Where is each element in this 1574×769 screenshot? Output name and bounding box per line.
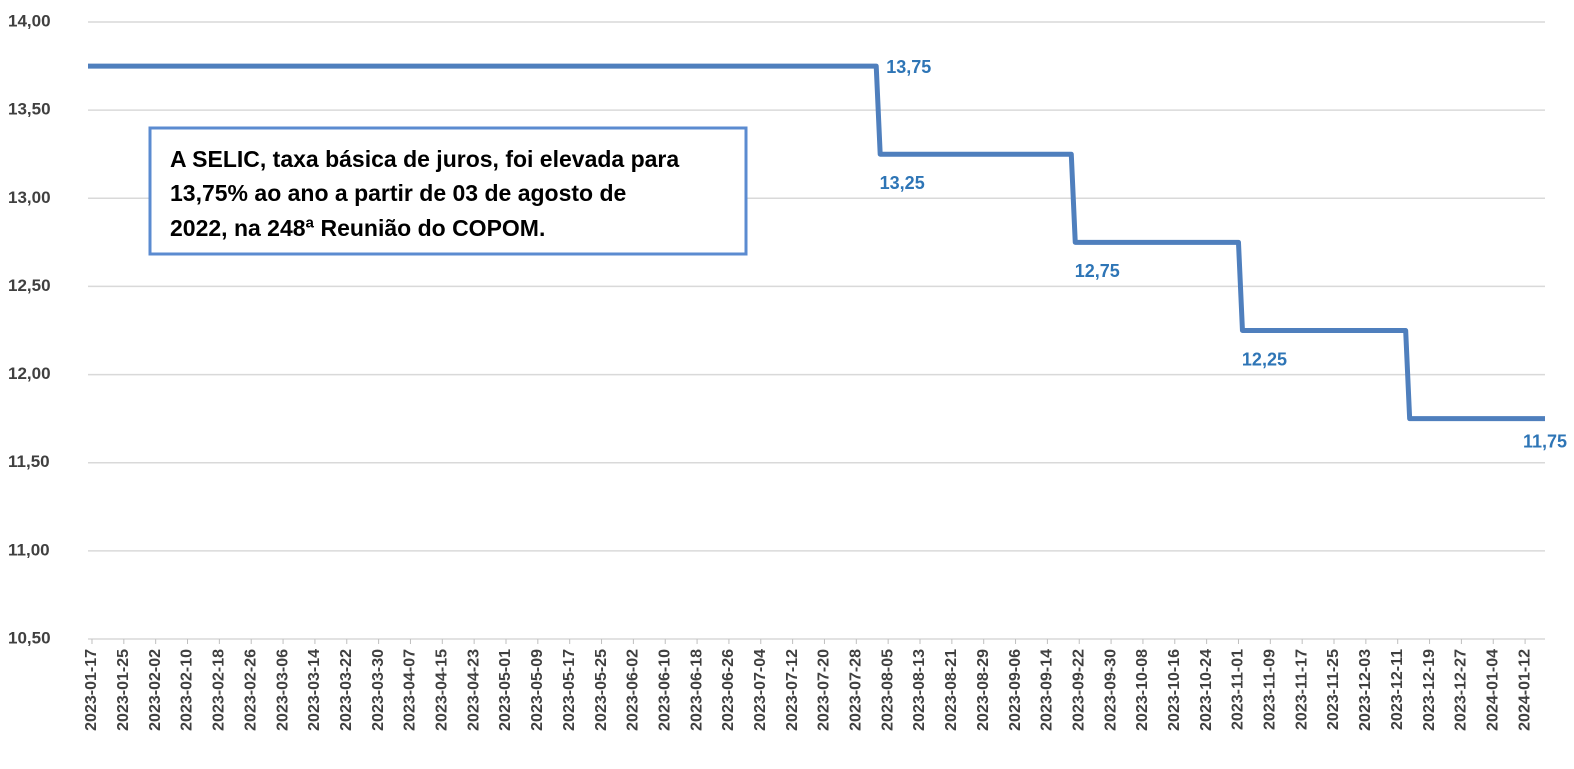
x-tick-label: 2023-10-24 — [1198, 649, 1215, 731]
x-tick-label: 2023-01-17 — [83, 649, 100, 731]
x-tick-label: 2023-03-22 — [338, 649, 355, 731]
data-label: 13,75 — [886, 57, 931, 77]
x-tick-label: 2023-11-25 — [1325, 649, 1342, 730]
x-tick-label: 2023-08-13 — [911, 649, 928, 731]
x-tick-label: 2023-11-17 — [1293, 649, 1310, 730]
x-tick-label: 2023-06-10 — [656, 649, 673, 731]
annotation-line: A SELIC, taxa básica de juros, foi eleva… — [170, 146, 679, 172]
y-tick-label: 12,50 — [8, 276, 51, 295]
x-tick-label: 2023-12-11 — [1389, 649, 1406, 730]
x-tick-label: 2023-04-23 — [465, 649, 482, 731]
x-tick-label: 2023-02-18 — [211, 649, 228, 731]
x-tick-label: 2023-02-26 — [242, 649, 259, 731]
x-tick-label: 2023-07-12 — [784, 649, 801, 731]
data-label: 11,75 — [1523, 431, 1567, 451]
series-line — [88, 63, 1545, 422]
data-label: 12,25 — [1242, 349, 1287, 369]
x-tick-label: 2023-08-21 — [943, 649, 960, 731]
y-tick-label: 13,00 — [8, 188, 51, 207]
x-tick-label: 2023-03-14 — [306, 649, 323, 731]
x-tick-label: 2023-06-18 — [688, 649, 705, 731]
x-tick-label: 2023-11-01 — [1230, 649, 1247, 730]
x-tick-label: 2023-05-25 — [593, 649, 610, 731]
y-tick-label: 11,00 — [8, 540, 50, 559]
x-tick-label: 2023-06-02 — [625, 649, 642, 731]
x-tick-label: 2023-10-08 — [1134, 649, 1151, 731]
x-tick-label: 2023-09-14 — [1039, 649, 1056, 731]
x-tick-label: 2023-05-01 — [497, 649, 514, 731]
x-tick-label: 2023-07-28 — [848, 649, 865, 731]
x-tick-label: 2023-08-05 — [879, 649, 896, 731]
x-tick-label: 2023-07-20 — [816, 649, 833, 731]
x-tick-label: 2023-12-03 — [1357, 649, 1374, 731]
y-tick-label: 13,50 — [8, 100, 51, 119]
x-tick-label: 2024-01-04 — [1484, 649, 1501, 731]
x-tick-label: 2023-03-30 — [370, 649, 387, 731]
x-tick-label: 2023-01-25 — [115, 649, 132, 731]
x-tick-label: 2023-07-04 — [752, 649, 769, 731]
x-tick-label: 2023-09-06 — [1007, 649, 1024, 731]
x-tick-label: 2023-09-22 — [1070, 649, 1087, 731]
x-tick-label: 2023-11-09 — [1262, 649, 1279, 730]
x-tick-label: 2023-03-06 — [274, 649, 291, 731]
x-tick-label: 2023-02-02 — [147, 649, 164, 731]
x-tick-label: 2023-04-07 — [402, 649, 419, 731]
annotation-line: 2022, na 248ª Reunião do COPOM. — [170, 215, 545, 241]
x-tick-label: 2023-04-15 — [434, 649, 451, 731]
data-label: 13,25 — [880, 173, 925, 193]
x-tick-label: 2023-02-10 — [179, 649, 196, 731]
x-tick-label: 2023-12-27 — [1453, 649, 1470, 731]
y-tick-label: 10,50 — [8, 628, 51, 647]
y-tick-label: 12,00 — [8, 364, 51, 383]
x-tick-label: 2023-12-19 — [1421, 649, 1438, 731]
data-label: 12,75 — [1075, 261, 1120, 281]
x-tick-label: 2024-01-12 — [1516, 649, 1533, 731]
x-tick-label: 2023-08-29 — [975, 649, 992, 731]
x-tick-label: 2023-06-26 — [720, 649, 737, 731]
y-tick-label: 11,50 — [8, 452, 50, 471]
y-tick-label: 14,00 — [8, 11, 51, 30]
x-tick-label: 2023-05-09 — [529, 649, 546, 731]
x-tick-label: 2023-09-30 — [1102, 649, 1119, 731]
x-tick-label: 2023-05-17 — [561, 649, 578, 731]
annotation-box — [148, 126, 748, 256]
annotation-line: 13,75% ao ano a partir de 03 de agosto d… — [170, 180, 626, 206]
x-tick-label: 2023-10-16 — [1166, 649, 1183, 731]
